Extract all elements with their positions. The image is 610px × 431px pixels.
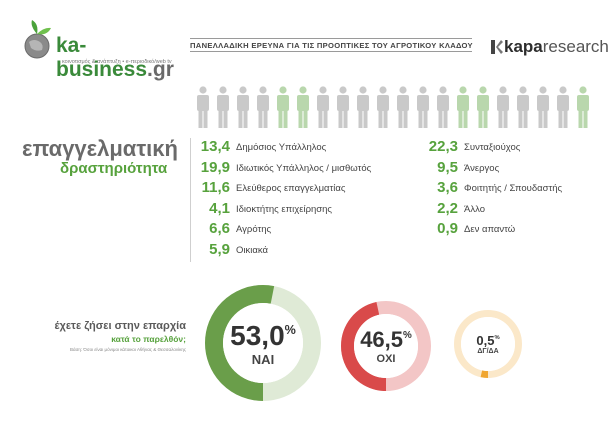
donut-no-percent: 46,5% xyxy=(360,327,412,353)
occupation-right-value: 2,2 xyxy=(437,199,458,217)
donut-dontknow-chart xyxy=(454,310,522,378)
person-icon xyxy=(577,86,589,128)
occupation-title-line2: δραστηριότητα xyxy=(60,160,168,177)
occupation-left-value: 11,6 xyxy=(201,179,230,197)
donut-yes-percent: 53,0% xyxy=(230,320,296,352)
person-icon xyxy=(397,86,409,128)
occupation-right-value: 22,3 xyxy=(428,138,458,155)
occupation-left-row: 11,6 Ελεύθερος επαγγελματίας xyxy=(194,179,414,197)
donut-yes-chart xyxy=(205,285,321,401)
occupation-left-row: 19,9 Ιδιωτικός Υπάλληλος / μισθωτός xyxy=(194,159,414,177)
donut-yes-track xyxy=(205,285,321,401)
person-icon xyxy=(277,86,289,128)
donut-dontknow-center: 0,5% ΔΓ/ΔΑ xyxy=(461,317,515,371)
person-icon xyxy=(317,86,329,128)
occupation-right-label: Άνεργος xyxy=(464,162,500,174)
person-icon xyxy=(237,86,249,128)
people-icon-row xyxy=(196,86,596,128)
person-icon xyxy=(417,86,429,128)
person-icon xyxy=(557,86,569,128)
occupation-right-value: 3,6 xyxy=(437,179,458,197)
occupation-left-row: 13,4 Δημόσιος Υπάλληλος xyxy=(194,138,414,156)
percent-sign: % xyxy=(403,329,412,341)
occupation-left-value: 4,1 xyxy=(209,199,230,217)
donut-yes-answer: ΝΑΙ xyxy=(251,351,275,367)
person-icon xyxy=(217,86,229,128)
occupation-left-row: 4,1 Ιδιοκτήτης επιχείρησης xyxy=(194,200,414,218)
occupation-right-row: 3,6 Φοιτητής / Σπουδαστής xyxy=(420,179,600,197)
research-brand-light: research xyxy=(542,37,609,56)
donut-yes-center: 53,0% ΝΑΙ xyxy=(223,303,303,383)
occupation-right-row: 22,3 Συνταξιούχος xyxy=(420,138,600,156)
occupation-list-right: 22,3 Συνταξιούχος 9,5 Άνεργος 3,6 Φοιτητής / … xyxy=(420,138,600,248)
person-icon xyxy=(537,86,549,128)
donut-no-center: 46,5% ΟΧΙ xyxy=(354,314,418,378)
question-line1: έχετε ζήσει στην επαρχία xyxy=(54,320,186,332)
occupation-left-value: 5,9 xyxy=(209,241,230,258)
logo-tld: .gr xyxy=(147,58,174,81)
occupation-right-label: Δεν απαντώ xyxy=(464,224,516,236)
occupation-right-label: Άλλο xyxy=(464,203,485,215)
occupation-title-line1: επαγγελματική xyxy=(22,136,178,161)
person-icon xyxy=(437,86,449,128)
person-icon xyxy=(337,86,349,128)
section-divider xyxy=(190,138,191,262)
occupation-right-row: 9,5 Άνεργος xyxy=(420,159,600,177)
occupation-left-label: Δημόσιος Υπάλληλος xyxy=(236,142,327,153)
donut-yes-value: 53,0 xyxy=(230,319,285,351)
donut-no-chart xyxy=(341,301,431,391)
donut-yes-arc xyxy=(205,285,321,401)
donut-dontknow-arc xyxy=(454,310,522,378)
donut-dontknow-percent: 0,5% xyxy=(476,333,499,348)
person-icon xyxy=(377,86,389,128)
donut-no-answer: ΟΧΙ xyxy=(376,353,396,365)
occupation-left-value: 19,9 xyxy=(200,158,230,176)
occupation-right-row: 2,2 Άλλο xyxy=(420,200,600,218)
person-icon xyxy=(197,86,209,128)
occupation-left-row: 6,6 Αγρότης xyxy=(194,220,414,238)
person-icon xyxy=(357,86,369,128)
globe-leaf-icon xyxy=(24,20,51,59)
occupation-right-label: Φοιτητής / Σπουδαστής xyxy=(464,183,563,195)
research-brand-bold: kapa xyxy=(504,37,543,56)
question-line2: κατά το παρελθόν; xyxy=(111,334,186,344)
donut-no-value: 46,5 xyxy=(360,327,404,352)
header-rule-bottom xyxy=(190,51,472,52)
occupation-left-value: 13,4 xyxy=(200,138,230,155)
ka-business-logo[interactable]: ka-business.gr κοινοτισμός & ανάπτυξη • … xyxy=(20,18,190,81)
donut-dontknow-track xyxy=(454,310,522,378)
occupation-left-label: Οικιακά xyxy=(236,245,268,256)
logo-name: ka-business xyxy=(56,34,148,81)
occupation-left-value: 6,6 xyxy=(209,220,230,238)
header-rule-top xyxy=(190,38,472,39)
donut-no-arc xyxy=(341,301,431,391)
logo-tagline: κοινοτισμός & ανάπτυξη • e-περιοδικό/web… xyxy=(62,59,172,65)
person-icon xyxy=(477,86,489,128)
person-icon xyxy=(257,86,269,128)
occupation-left-row: 5,9 Οικιακά xyxy=(194,241,414,259)
person-icon xyxy=(297,86,309,128)
person-icon xyxy=(517,86,529,128)
occupation-right-label: Συνταξιούχος xyxy=(464,142,521,153)
donut-dontknow-answer: ΔΓ/ΔΑ xyxy=(477,348,499,355)
occupation-right-value: 0,9 xyxy=(437,220,458,238)
occupation-right-value: 9,5 xyxy=(437,158,458,176)
percent-sign: % xyxy=(494,334,500,341)
occupation-left-label: Ιδιωτικός Υπάλληλος / μισθωτός xyxy=(236,162,372,174)
question-base-note: Βάση: Όσοι είναι μόνιμοι κάτοικοι Αθήνας… xyxy=(70,347,186,352)
occupation-list-left: 13,4 Δημόσιος Υπάλληλος 19,9 Ιδιωτικός Υπάλ… xyxy=(194,138,414,263)
kapa-mark-icon xyxy=(491,40,503,54)
occupation-left-label: Ιδιοκτήτης επιχείρησης xyxy=(236,203,333,215)
occupation-left-label: Ελεύθερος επαγγελματίας xyxy=(236,183,346,195)
donut-no-track xyxy=(341,301,431,391)
person-icon xyxy=(497,86,509,128)
percent-sign: % xyxy=(284,323,296,338)
donut-dontknow-value: 0,5 xyxy=(476,333,495,348)
kapa-research-logo[interactable]: kaparesearch xyxy=(489,37,609,59)
occupation-left-label: Αγρότης xyxy=(236,224,272,236)
person-icon xyxy=(457,86,469,128)
occupation-right-row: 0,9 Δεν απαντώ xyxy=(420,220,600,238)
survey-title: ΠΑΝΕΛΛΑΔΙΚΗ ΕΡΕΥΝΑ ΓΙΑ ΤΙΣ ΠΡΟΟΠΤΙΚΕΣ ΤΟ… xyxy=(190,41,473,50)
